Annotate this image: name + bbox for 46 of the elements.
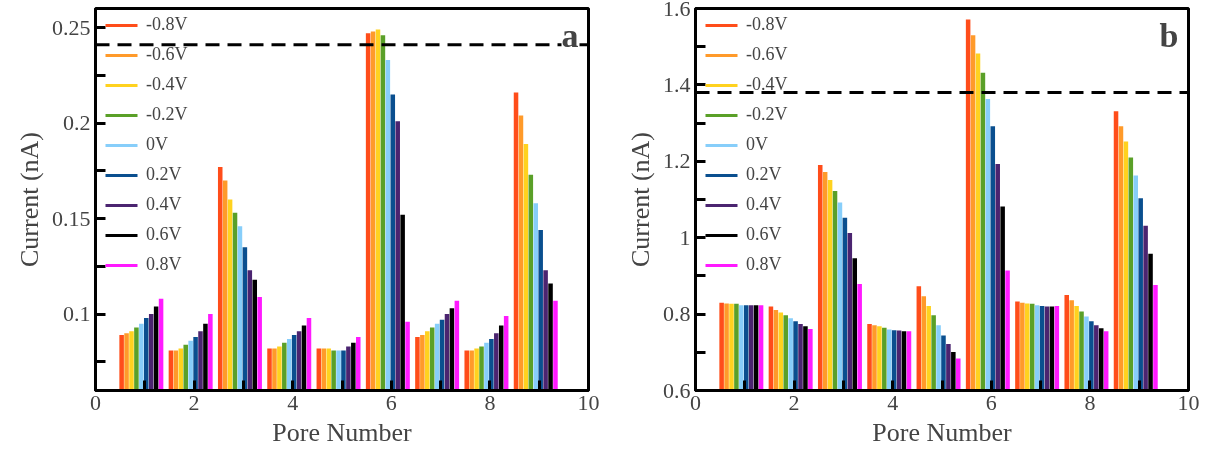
x-tick-label: 0	[90, 389, 101, 415]
y-tick-label: 0.25	[52, 14, 91, 40]
legend-label: 0.8V	[146, 254, 182, 275]
legend-label: 0.8V	[746, 254, 782, 275]
legend-label: 0.6V	[746, 224, 782, 245]
y-tick-label: 0.6	[663, 377, 691, 403]
x-axis-title: Pore Number	[272, 417, 413, 447]
annotation: b	[1159, 16, 1179, 54]
legend-label: -0.6V	[746, 44, 788, 65]
legend-label: -0.4V	[746, 74, 788, 95]
y-tick-label: 1.2	[663, 148, 691, 174]
legend-label: 0V	[746, 134, 768, 155]
legend-label: 0.2V	[146, 164, 182, 185]
y-tick-label: 0.1	[63, 301, 91, 327]
x-tick-label: 4	[287, 389, 299, 415]
legend-label: -0.2V	[746, 104, 788, 125]
x-tick-label: 8	[1084, 389, 1096, 415]
y-tick-label: 0.8	[663, 301, 691, 327]
x-tick-label: 10	[577, 389, 600, 415]
legend-label: 0.2V	[746, 164, 782, 185]
annotation: a	[561, 16, 579, 54]
legend-label: 0.6V	[146, 224, 182, 245]
x-tick-label: 2	[788, 389, 800, 415]
y-tick-label: 1	[679, 224, 691, 250]
y-tick-label: 1.4	[663, 71, 691, 97]
x-tick-label: 10	[1177, 389, 1200, 415]
y-axis-title: Current (nA)	[626, 131, 655, 268]
x-tick-label: 6	[385, 389, 397, 415]
legend-label: -0.4V	[146, 74, 188, 95]
legend-label: 0.4V	[146, 194, 182, 215]
y-tick-label: 0.15	[52, 205, 91, 231]
y-tick-label: 0.2	[63, 110, 91, 136]
x-tick-label: 0	[690, 389, 701, 415]
y-tick-label: 1.6	[663, 0, 691, 21]
legend-label: -0.8V	[746, 14, 788, 35]
x-tick-label: 4	[887, 389, 899, 415]
x-tick-label: 2	[188, 389, 200, 415]
x-tick-label: 8	[484, 389, 496, 415]
x-axis-title: Pore Number	[872, 417, 1013, 447]
legend-label: -0.2V	[146, 104, 188, 125]
legend-label: -0.8V	[146, 14, 188, 35]
y-axis-title: Current (nA)	[15, 131, 44, 268]
x-tick-label: 6	[985, 389, 997, 415]
legend-label: 0V	[146, 134, 168, 155]
legend-label: 0.4V	[746, 194, 782, 215]
legend-label: -0.6V	[146, 44, 188, 65]
